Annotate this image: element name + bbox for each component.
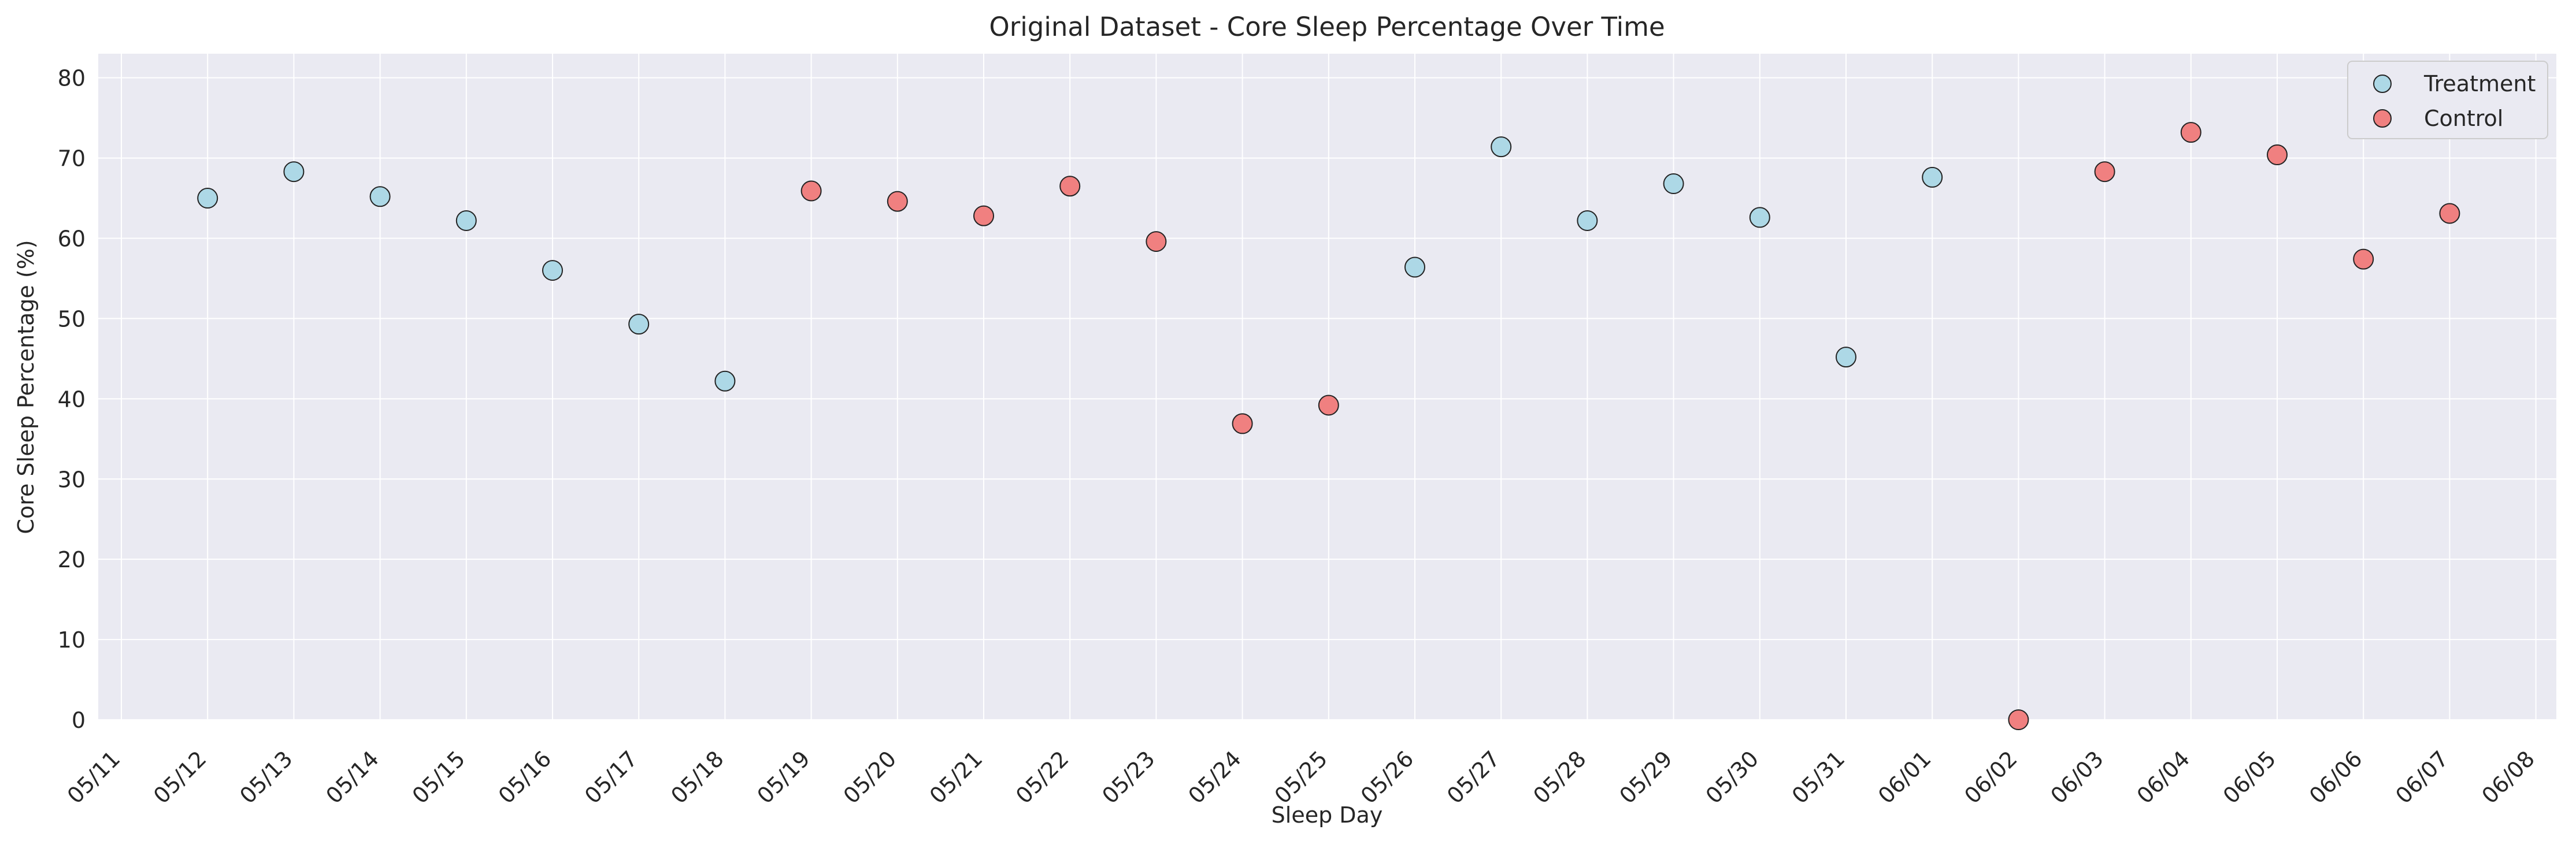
point-control	[2008, 709, 2029, 730]
point-control	[887, 191, 908, 212]
x-tick-label: 06/04	[2132, 746, 2195, 809]
x-tick-label: 05/25	[1270, 746, 1333, 809]
point-treatment	[283, 161, 305, 183]
x-tick-label: 05/26	[1356, 746, 1419, 809]
point-treatment	[1577, 210, 1598, 231]
point-control	[800, 180, 822, 202]
point-control	[2267, 144, 2288, 166]
point-treatment	[197, 188, 218, 209]
y-tick-label: 30	[58, 467, 86, 492]
chart-title: Original Dataset - Core Sleep Percentage…	[989, 12, 1665, 42]
y-tick-label: 50	[58, 306, 86, 332]
x-tick-label: 05/21	[925, 746, 988, 809]
point-treatment	[1491, 136, 1512, 158]
point-treatment	[1922, 166, 1943, 188]
x-tick-label: 05/28	[1528, 746, 1591, 809]
x-tick-label: 05/20	[839, 746, 902, 809]
point-treatment	[628, 314, 650, 335]
x-tick-label: 05/11	[62, 746, 125, 809]
x-tick-label: 05/13	[235, 746, 298, 809]
point-control	[1232, 413, 1253, 434]
point-treatment	[1836, 347, 1856, 368]
point-control	[2094, 161, 2115, 183]
y-tick-label: 70	[58, 146, 86, 172]
x-tick-label: 05/27	[1442, 746, 1505, 809]
x-tick-label: 05/23	[1097, 746, 1160, 809]
x-tick-label: 05/19	[752, 746, 815, 809]
x-tick-label: 06/06	[2304, 746, 2367, 809]
point-treatment	[369, 186, 391, 207]
x-tick-label: 05/16	[494, 746, 557, 809]
x-tick-label: 06/03	[2045, 746, 2108, 809]
point-treatment	[542, 260, 563, 281]
legend-label-treatment: Treatment	[2423, 71, 2536, 96]
point-treatment	[714, 370, 736, 392]
plot-area	[98, 54, 2556, 720]
y-axis-label: Core Sleep Percentage (%)	[13, 240, 39, 534]
x-tick-label: 05/14	[321, 746, 384, 809]
x-tick-label: 05/24	[1183, 746, 1246, 809]
x-tick-label: 05/29	[1614, 746, 1677, 809]
point-treatment	[1404, 256, 1425, 278]
legend: Treatment Control	[2347, 61, 2548, 139]
x-tick-label: 06/08	[2477, 746, 2540, 809]
x-axis-ticks: 05/11 05/12 05/13 05/14 05/15 05/16 05/17 05/18…	[62, 746, 2540, 809]
y-tick-label: 40	[58, 386, 86, 412]
point-control	[2439, 203, 2460, 224]
y-tick-label: 0	[72, 708, 86, 733]
y-tick-label: 10	[58, 627, 86, 653]
x-tick-label: 06/07	[2390, 746, 2453, 809]
point-control	[1059, 176, 1081, 197]
x-axis-label: Sleep Day	[1272, 802, 1383, 828]
point-control	[1318, 395, 1339, 416]
x-tick-label: 05/30	[1701, 746, 1764, 809]
legend-box	[2347, 61, 2548, 139]
point-treatment	[455, 210, 477, 231]
legend-marker-control	[2373, 109, 2392, 128]
data-points	[197, 122, 2460, 730]
point-treatment	[1663, 173, 1684, 195]
point-control	[2353, 248, 2374, 270]
point-treatment	[1749, 207, 1770, 228]
point-control	[2180, 122, 2201, 143]
x-tick-label: 06/01	[1873, 746, 1936, 809]
x-tick-label: 05/18	[666, 746, 729, 809]
x-tick-label: 06/05	[2218, 746, 2281, 809]
y-tick-label: 60	[58, 226, 86, 252]
x-tick-label: 05/12	[149, 746, 212, 809]
legend-label-control: Control	[2424, 106, 2503, 131]
legend-marker-treatment	[2373, 75, 2392, 93]
x-tick-label: 05/17	[580, 746, 643, 809]
point-control	[973, 205, 994, 226]
x-tick-label: 05/22	[1011, 746, 1074, 809]
y-tick-label: 20	[58, 547, 86, 572]
point-control	[1146, 231, 1167, 252]
x-tick-label: 05/15	[407, 746, 470, 809]
y-tick-label: 80	[58, 66, 86, 91]
x-tick-label: 05/31	[1787, 746, 1850, 809]
x-tick-label: 06/02	[1959, 746, 2022, 809]
y-axis-ticks: 0 10 20 30 40 50 60 70 80	[58, 66, 86, 733]
